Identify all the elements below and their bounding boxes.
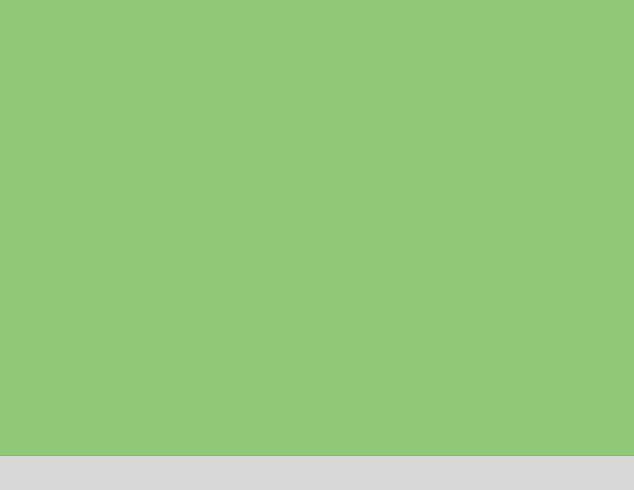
Text: 80: 80 [585, 473, 600, 486]
Text: 55: 55 [436, 473, 451, 486]
Text: 45: 45 [377, 473, 392, 486]
Text: 20: 20 [228, 473, 243, 486]
Text: 30: 30 [287, 473, 302, 486]
Text: 40: 40 [347, 473, 362, 486]
Text: 50: 50 [406, 473, 422, 486]
Text: 10: 10 [168, 473, 183, 486]
Text: 25: 25 [257, 473, 273, 486]
Text: Surface pressure [hPa] ECMWF: Surface pressure [hPa] ECMWF [5, 458, 215, 471]
Text: 35: 35 [317, 473, 332, 486]
Text: 85: 85 [615, 473, 630, 486]
Text: 75: 75 [555, 473, 571, 486]
Text: Isotachs 10m (km/h): Isotachs 10m (km/h) [5, 473, 155, 486]
Text: 60: 60 [466, 473, 481, 486]
Text: 15: 15 [198, 473, 213, 486]
Text: 70: 70 [526, 473, 541, 486]
Text: Th 30-05-2024 18:00 UTC (18+144): Th 30-05-2024 18:00 UTC (18+144) [389, 458, 629, 471]
Text: 65: 65 [496, 473, 511, 486]
